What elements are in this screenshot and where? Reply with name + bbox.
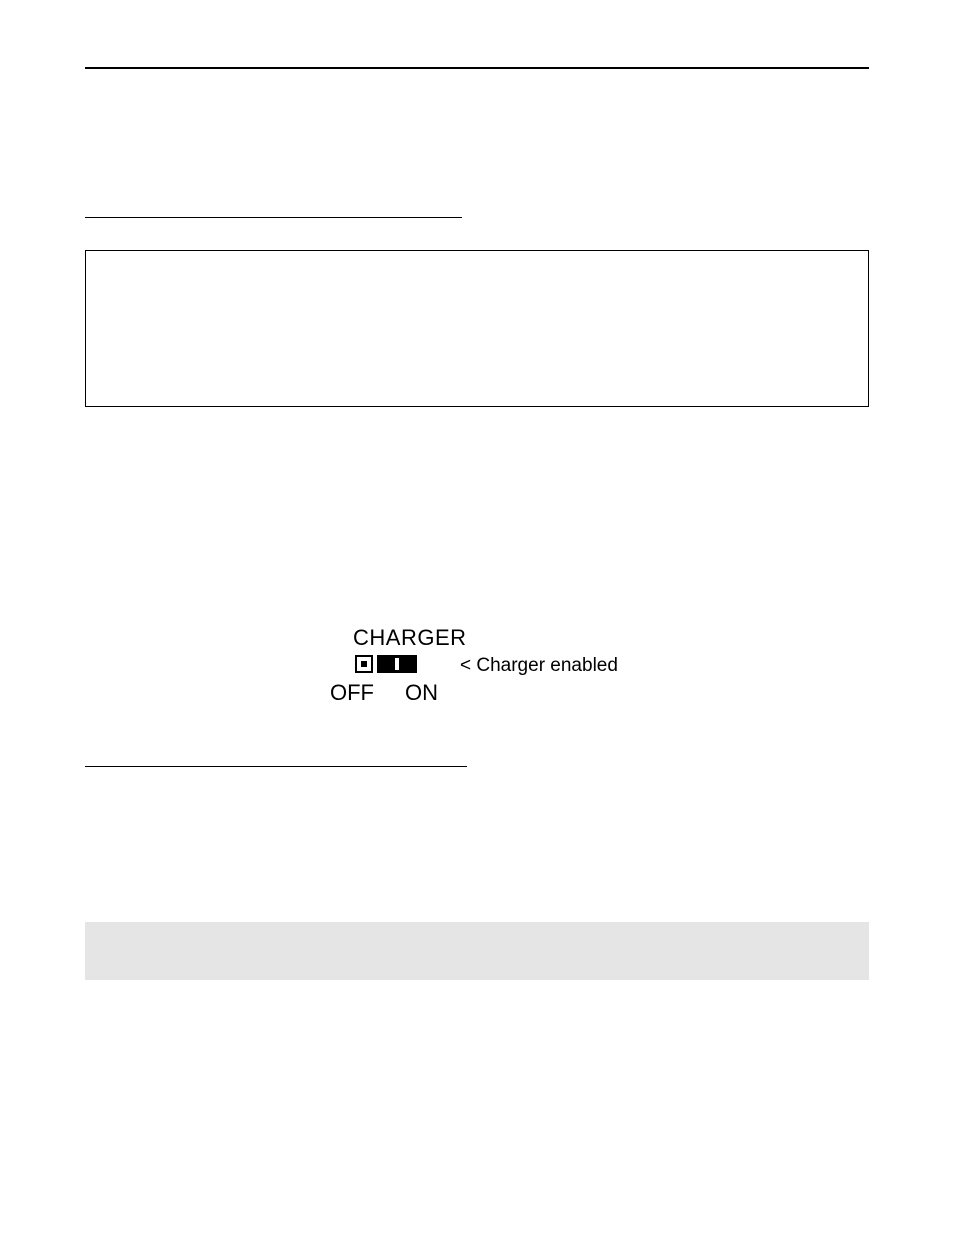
label-on: ON	[405, 680, 438, 706]
switch-gap-icon	[395, 658, 399, 670]
shaded-box	[85, 922, 869, 980]
bordered-box	[85, 250, 869, 407]
switch-off-dot-icon	[361, 661, 367, 667]
label-charger: CHARGER	[353, 625, 467, 651]
switch-off-box-icon	[355, 655, 373, 673]
switch-caption: < Charger enabled	[460, 655, 618, 677]
section-underline-1	[85, 217, 462, 218]
switch-on-block-icon	[377, 655, 417, 673]
charger-switch-diagram: CHARGER < Charger enabled OFF ON	[330, 625, 680, 725]
top-divider	[85, 67, 869, 69]
section-underline-2	[85, 766, 467, 767]
switch-graphic	[355, 655, 417, 673]
page: CHARGER < Charger enabled OFF ON	[0, 0, 954, 1235]
label-off: OFF	[330, 680, 374, 706]
